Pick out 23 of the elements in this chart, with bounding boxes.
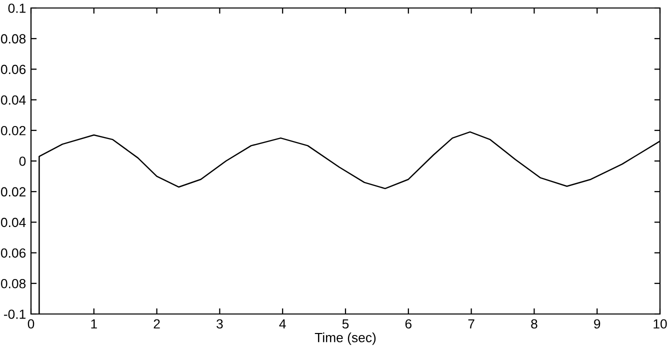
y-tick-label: 0.08 (0, 278, 26, 288)
y-tick-label: 0.06 (0, 64, 26, 74)
y-tick-label: 0.04 (0, 218, 26, 228)
x-tick-label: 2 (154, 319, 160, 328)
x-tick-label: 7 (468, 319, 474, 328)
x-tick-label: 3 (216, 319, 223, 329)
y-tick-label: -0.1 (4, 310, 26, 319)
x-tick-label: 10 (654, 319, 667, 329)
y-tick-label: 0.04 (0, 95, 26, 105)
y-tick-label: 0.02 (0, 187, 26, 197)
y-tick-label: 0.06 (0, 248, 26, 258)
y-tick-label: 0.08 (0, 34, 26, 44)
x-tick-label: 6 (405, 319, 412, 329)
x-tick-label: 9 (594, 319, 600, 329)
y-tick-label: 0 (19, 156, 26, 166)
x-tick-label: 0 (28, 319, 34, 329)
x-tick-label: 1 (91, 319, 97, 328)
x-tick-label: 8 (531, 319, 538, 329)
y-tick-label: 0.02 (0, 126, 26, 136)
x-tick-label: 4 (279, 319, 286, 328)
x-tick-label: 5 (342, 319, 349, 329)
y-tick-label: 0.1 (8, 4, 26, 13)
x-axis-title: Time (sec) (314, 332, 376, 345)
